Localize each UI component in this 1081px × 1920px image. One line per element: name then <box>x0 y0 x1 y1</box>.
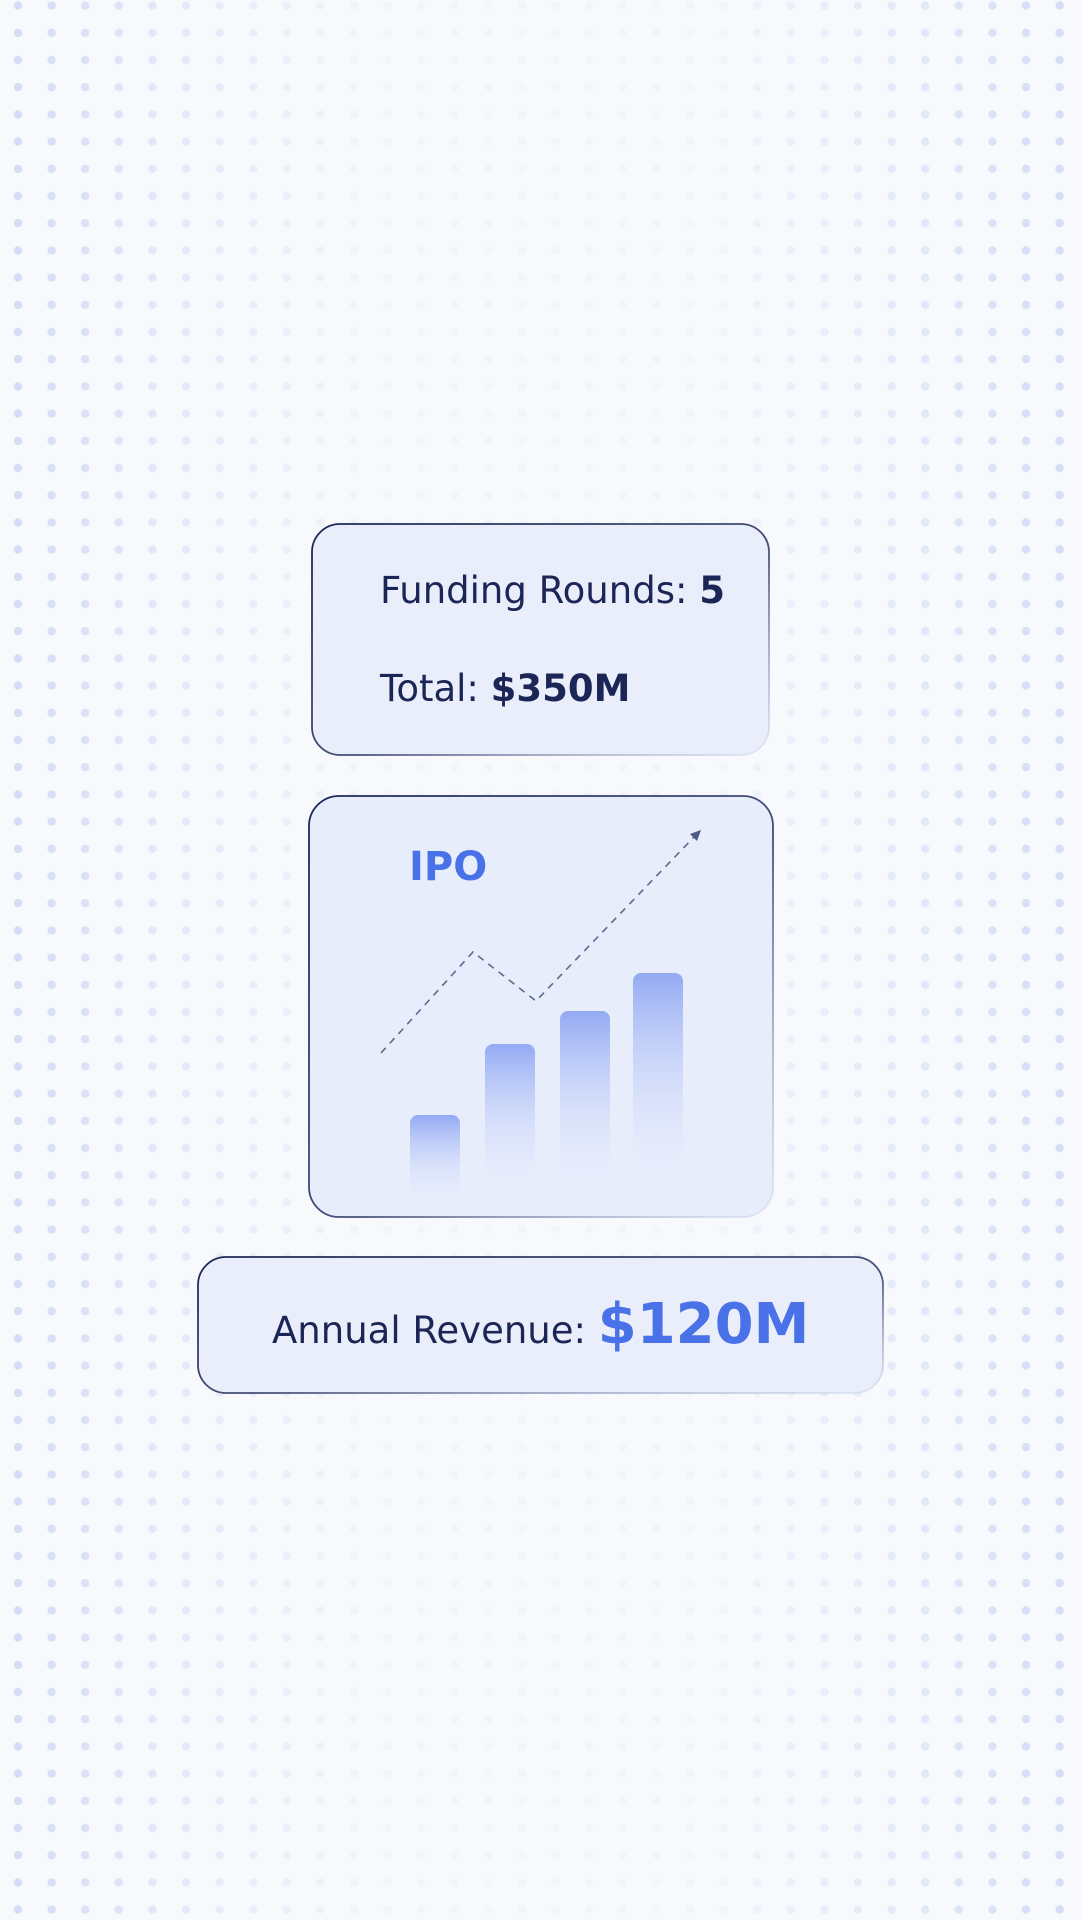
label: Funding Rounds: <box>380 569 687 612</box>
ipo-title: IPO <box>409 844 487 890</box>
decor-bar <box>410 1115 460 1205</box>
label: Annual Revenue: <box>272 1309 586 1352</box>
decor-bar <box>485 1044 535 1194</box>
funding-card: Funding Rounds: 5 Total: $350M <box>311 523 770 756</box>
ipo-card: IPO <box>308 795 774 1218</box>
funding-rounds: Funding Rounds: 5 <box>380 569 725 612</box>
trend-arrow <box>690 830 701 841</box>
decor-bar <box>560 1011 610 1191</box>
value: 5 <box>699 569 725 612</box>
annual-revenue: Annual Revenue: $120M <box>272 1292 809 1357</box>
total-funding: Total: $350M <box>379 667 630 710</box>
label: Total: <box>379 667 479 710</box>
trend-line <box>380 835 696 1054</box>
value: $350M <box>491 667 631 710</box>
value: $120M <box>598 1292 810 1357</box>
revenue-card: Annual Revenue: $120M <box>197 1256 884 1394</box>
decor-bar <box>633 973 683 1188</box>
